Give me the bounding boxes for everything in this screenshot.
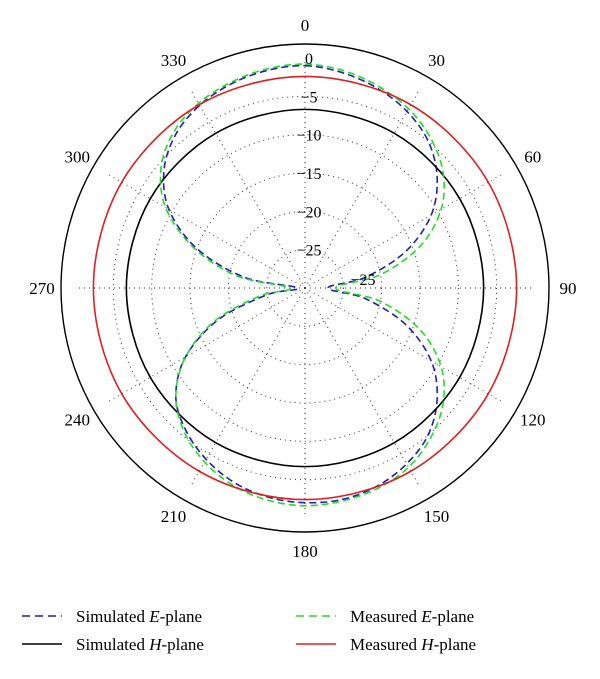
angle-tick-label: 300	[64, 148, 90, 167]
grid-circle	[112, 95, 498, 481]
grid-spoke	[189, 88, 306, 289]
angle-tick-label: 90	[560, 279, 577, 298]
data-series	[92, 63, 518, 507]
radial-tick-label: −15	[296, 166, 321, 183]
radial-tick-label: −5	[300, 89, 317, 106]
angle-tick-label: 120	[520, 411, 546, 430]
grid-spoke	[304, 287, 505, 404]
outer-frame-circle	[60, 43, 550, 533]
angle-tick-label: 0	[301, 16, 310, 35]
grid-circle	[151, 134, 459, 442]
angle-tick-label: 240	[64, 411, 90, 430]
series-simulated-e-plane	[162, 64, 439, 504]
grid-spoke	[304, 88, 421, 289]
radial-tick-labels: 0 −5 −10 −15 −20 −25 −25	[296, 51, 375, 289]
grid-spoke	[304, 287, 421, 488]
radial-tick-label: −25	[296, 243, 321, 260]
angle-tick-labels: 0 30 60 90 120 150 180 210 240 270 300 330	[29, 16, 576, 561]
angle-tick-label: 270	[29, 279, 55, 298]
legend-label-measured-e-plane: Measured E-plane	[350, 607, 474, 626]
legend-label-measured-h-plane: Measured H-plane	[350, 635, 476, 654]
grid-spoke	[304, 172, 505, 289]
series-measured-h-plane	[92, 75, 518, 501]
legend-label-simulated-h-plane: Simulated H-plane	[76, 635, 204, 654]
grid-spoke	[189, 287, 306, 488]
angle-tick-label: 60	[524, 148, 541, 167]
radial-tick-label: −10	[296, 128, 321, 145]
radial-tick-label: −20	[296, 204, 321, 221]
outer-ring	[60, 43, 550, 533]
grid-circle	[266, 249, 344, 327]
angle-tick-label: 30	[428, 51, 445, 70]
angle-tick-label: 330	[161, 51, 187, 70]
polar-grid	[75, 58, 535, 518]
series-measured-e-plane	[159, 63, 445, 507]
angle-tick-label: 180	[292, 542, 318, 561]
legend-label-simulated-e-plane: Simulated E-plane	[76, 607, 202, 626]
angle-tick-label: 210	[161, 507, 187, 526]
grid-spoke	[105, 287, 306, 404]
angle-tick-label: 150	[424, 507, 450, 526]
radial-tick-label-extra: −25	[350, 272, 375, 289]
grid-spoke	[105, 172, 306, 289]
grid-circle	[227, 210, 383, 366]
radial-tick-label: 0	[305, 51, 313, 68]
series-simulated-h-plane	[125, 108, 485, 468]
legend: Simulated E-plane Measured E-plane Simul…	[22, 607, 476, 654]
